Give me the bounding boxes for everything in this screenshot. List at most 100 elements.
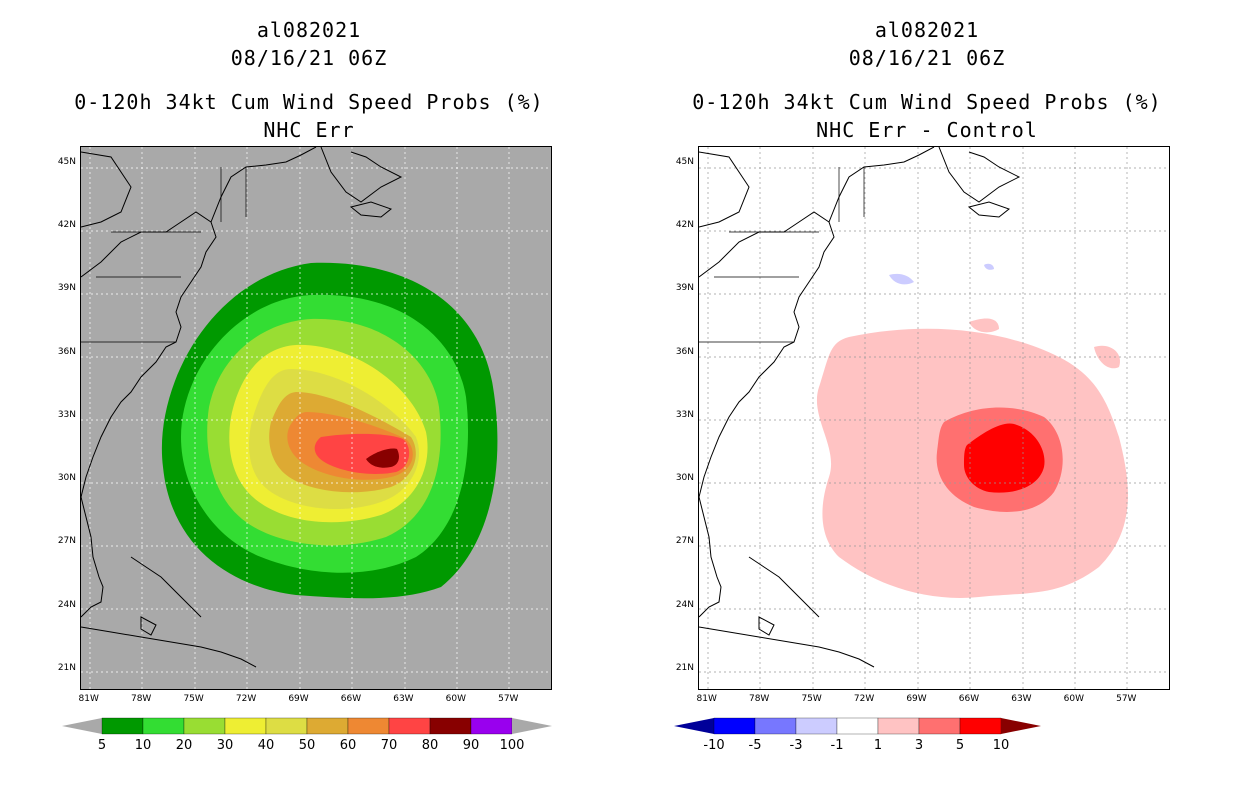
subtitle: NHC Err [263, 118, 355, 142]
lon-label: 78W [748, 694, 770, 704]
graticule [81, 147, 551, 689]
diff-contour-5 [964, 423, 1045, 493]
diff-contour-neg2 [984, 263, 994, 270]
colorbar-label: 1 [873, 738, 883, 753]
lon-label: 69W [906, 694, 927, 704]
colorbar-segment [306, 717, 349, 735]
colorbar-label: 100 [499, 738, 525, 753]
lon-label: 72W [853, 694, 875, 704]
state-borders [699, 167, 865, 343]
lon-label: 57W [1116, 694, 1137, 704]
colorbar-label: 30 [216, 738, 234, 753]
lat-label: 39N [675, 283, 694, 294]
lat-label: 42N [57, 220, 76, 231]
colorbar-label: -5 [748, 738, 762, 753]
colorbar [62, 717, 552, 735]
subtitle: NHC Err - Control [816, 118, 1038, 142]
lat-label: 45N [57, 156, 76, 167]
lon-label: 78W [130, 694, 152, 704]
colorbar-segment [795, 717, 838, 735]
diff-contour-1b [969, 318, 999, 333]
lat-label: 30N [57, 473, 76, 484]
diff-contour-neg [889, 273, 914, 285]
lon-label: 81W [78, 694, 99, 704]
colorbar-segment [347, 717, 390, 735]
colorbar-label: 10 [134, 738, 152, 753]
prob-contour-80 [366, 448, 399, 468]
colorbar-label: -3 [789, 738, 803, 753]
colorbar-label: 3 [914, 738, 924, 753]
lat-label: 21N [57, 662, 76, 673]
datetime: 08/16/21 06Z [230, 46, 388, 70]
colorbar-end-triangle [1001, 718, 1041, 734]
colorbar-segment [754, 717, 797, 735]
lon-label: 57W [498, 694, 519, 704]
lon-label: 66W [958, 694, 980, 704]
lon-label: 75W [801, 694, 822, 704]
lat-label: 36N [57, 346, 76, 357]
state-borders [81, 167, 247, 343]
colorbar-label: 40 [257, 738, 275, 753]
coastlines [699, 147, 1021, 668]
diff-contour-1c [1094, 345, 1120, 369]
colorbar-label: 5 [955, 738, 965, 753]
lon-label: 63W [393, 694, 414, 704]
difference-map [698, 146, 1170, 690]
colorbar-segment [918, 717, 961, 735]
lat-label: 39N [57, 283, 76, 294]
colorbar-segment [388, 717, 431, 735]
colorbar-segment [265, 717, 308, 735]
colorbar [674, 717, 1041, 735]
colorbar-end-triangle [512, 718, 552, 734]
colorbar-label: -1 [830, 738, 844, 753]
colorbar-start-triangle [674, 718, 714, 734]
map-svg [81, 147, 551, 689]
lat-label: 36N [675, 346, 694, 357]
product-title: 0-120h 34kt Cum Wind Speed Probs (%) [692, 90, 1162, 114]
lat-label: 30N [675, 473, 694, 484]
lon-label: 75W [183, 694, 204, 704]
colorbar-label: 20 [175, 738, 193, 753]
colorbar-label: 5 [97, 738, 107, 753]
storm-id: al082021 [874, 18, 980, 42]
colorbar-label: 90 [462, 738, 480, 753]
map-svg [699, 147, 1169, 689]
colorbar-segment [224, 717, 267, 735]
colorbar-segment [470, 717, 513, 735]
lat-label: 21N [675, 662, 694, 673]
lon-label: 69W [288, 694, 309, 704]
lat-label: 42N [675, 220, 694, 231]
lon-label: 66W [340, 694, 362, 704]
left-panel: al082021 08/16/21 06Z 0-120h 34kt Cum Wi… [57, 18, 552, 753]
colorbar-segment [429, 717, 472, 735]
colorbar-segment [183, 717, 226, 735]
lon-label: 60W [1063, 694, 1085, 704]
colorbar-label: -10 [703, 738, 725, 753]
storm-id: al082021 [256, 18, 362, 42]
lat-label: 33N [57, 409, 76, 420]
colorbar-segment [836, 717, 879, 735]
colorbar-label: 80 [421, 738, 439, 753]
colorbar-segment [877, 717, 920, 735]
lon-label: 72W [235, 694, 257, 704]
colorbar-label: 10 [992, 738, 1010, 753]
lat-label: 33N [675, 409, 694, 420]
colorbar-segment [713, 717, 756, 735]
colorbar-start-triangle [62, 718, 102, 734]
datetime: 08/16/21 06Z [848, 46, 1006, 70]
colorbar-segment [959, 717, 1002, 735]
right-panel: al082021 08/16/21 06Z 0-120h 34kt Cum Wi… [618, 0, 1236, 800]
lat-label: 45N [675, 156, 694, 167]
lon-label: 63W [1011, 694, 1032, 704]
lat-label: 27N [675, 536, 694, 547]
product-title: 0-120h 34kt Cum Wind Speed Probs (%) [74, 90, 544, 114]
lat-label: 24N [57, 599, 76, 610]
colorbar-label: 70 [380, 738, 398, 753]
lat-label: 24N [675, 599, 694, 610]
lon-label: 81W [696, 694, 717, 704]
colorbar-label: 60 [339, 738, 357, 753]
colorbar-segment [101, 717, 144, 735]
coastlines [81, 147, 403, 668]
lat-label: 27N [57, 536, 76, 547]
colorbar-label: 50 [298, 738, 316, 753]
